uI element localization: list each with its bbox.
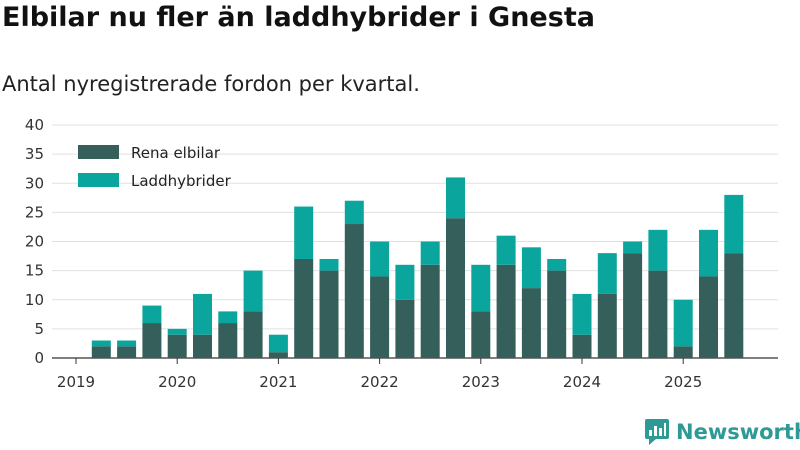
bar-rena-elbilar (117, 346, 137, 358)
bar-rena-elbilar (167, 334, 187, 358)
bar-rena-elbilar (597, 293, 617, 358)
y-tick-label: 15 (25, 262, 44, 280)
bar-rena-elbilar (243, 311, 263, 358)
bar-rena-elbilar (547, 270, 567, 358)
legend-swatch (78, 173, 119, 187)
bar-laddhybrider (572, 293, 592, 335)
bar-rena-elbilar (294, 258, 314, 358)
bar-rena-elbilar (521, 288, 541, 358)
bar-laddhybrider (91, 340, 111, 347)
y-tick-label: 35 (25, 145, 44, 163)
bar-laddhybrider (699, 229, 718, 277)
x-tick-label: 2020 (158, 373, 196, 391)
chart-title: Elbilar nu fler än laddhybrider i Gnesta (2, 2, 595, 33)
y-tick-label: 20 (25, 233, 44, 251)
bar-laddhybrider (370, 241, 390, 277)
newsworthy-logo: Newsworthy (644, 418, 800, 446)
bar-laddhybrider (167, 328, 187, 335)
logo-text: Newsworthy (676, 420, 800, 444)
chart-subtitle: Antal nyregistrerade fordon per kvartal. (2, 72, 420, 96)
bar-rena-elbilar (268, 352, 288, 358)
bar-laddhybrider (547, 258, 567, 271)
y-tick-label: 0 (34, 349, 44, 367)
legend-label: Laddhybrider (131, 172, 232, 190)
bar-rena-elbilar (623, 253, 643, 358)
bar-laddhybrider (673, 299, 693, 347)
bar-rena-elbilar (370, 276, 390, 358)
bar-laddhybrider (319, 258, 339, 271)
bars (91, 177, 744, 358)
bar-rena-elbilar (218, 323, 238, 358)
x-tick-label: 2024 (563, 373, 601, 391)
bar-rena-elbilar (446, 218, 465, 358)
bar-rena-elbilar (471, 311, 491, 358)
bar-laddhybrider (521, 247, 541, 289)
legend-swatch (78, 145, 119, 159)
bar-laddhybrider (193, 293, 212, 335)
bar-laddhybrider (420, 241, 440, 265)
x-tick-label: 2021 (259, 373, 297, 391)
bar-rena-elbilar (395, 299, 415, 358)
bar-laddhybrider (623, 241, 643, 254)
bar-laddhybrider (446, 177, 465, 219)
bar-rena-elbilar (724, 253, 744, 358)
bar-rena-elbilar (572, 334, 592, 358)
bar-rena-elbilar (420, 264, 440, 358)
y-axis-ticks: 0 5 10 15 20 25 30 35 40 (25, 116, 44, 367)
bar-rena-elbilar (673, 346, 693, 358)
bar-rena-elbilar (496, 264, 516, 358)
y-tick-label: 5 (34, 320, 44, 338)
bar-laddhybrider (648, 229, 668, 271)
x-tick-label: 2025 (664, 373, 702, 391)
bar-laddhybrider (117, 340, 137, 347)
legend-label: Rena elbilar (131, 144, 221, 162)
y-tick-label: 40 (25, 116, 44, 134)
bar-rena-elbilar (319, 270, 339, 358)
bar-rena-elbilar (91, 346, 111, 358)
bar-rena-elbilar (344, 224, 364, 358)
bar-laddhybrider (243, 270, 263, 312)
y-tick-label: 25 (25, 203, 44, 221)
bar-rena-elbilar (193, 334, 212, 358)
bar-rena-elbilar (648, 270, 668, 358)
bar-rena-elbilar (699, 276, 718, 358)
bar-laddhybrider (724, 194, 744, 254)
bar-laddhybrider (344, 200, 364, 225)
bar-laddhybrider (294, 206, 314, 259)
x-tick-label: 2023 (462, 373, 500, 391)
x-tick-label: 2022 (361, 373, 399, 391)
bar-laddhybrider (218, 311, 238, 324)
chart-bubble-icon (645, 419, 669, 445)
x-axis-ticks: 2019 2020 2021 2022 2023 2024 2025 (57, 358, 702, 391)
bar-laddhybrider (142, 305, 162, 324)
bar-laddhybrider (395, 264, 415, 300)
legend: Rena elbilar Laddhybrider (78, 144, 232, 190)
x-tick-label: 2019 (57, 373, 95, 391)
bar-rena-elbilar (142, 323, 162, 358)
y-tick-label: 30 (25, 174, 44, 192)
bar-laddhybrider (597, 253, 617, 294)
y-tick-label: 10 (25, 291, 44, 309)
bar-laddhybrider (496, 235, 516, 265)
bar-laddhybrider (471, 264, 491, 312)
bar-laddhybrider (268, 334, 288, 353)
